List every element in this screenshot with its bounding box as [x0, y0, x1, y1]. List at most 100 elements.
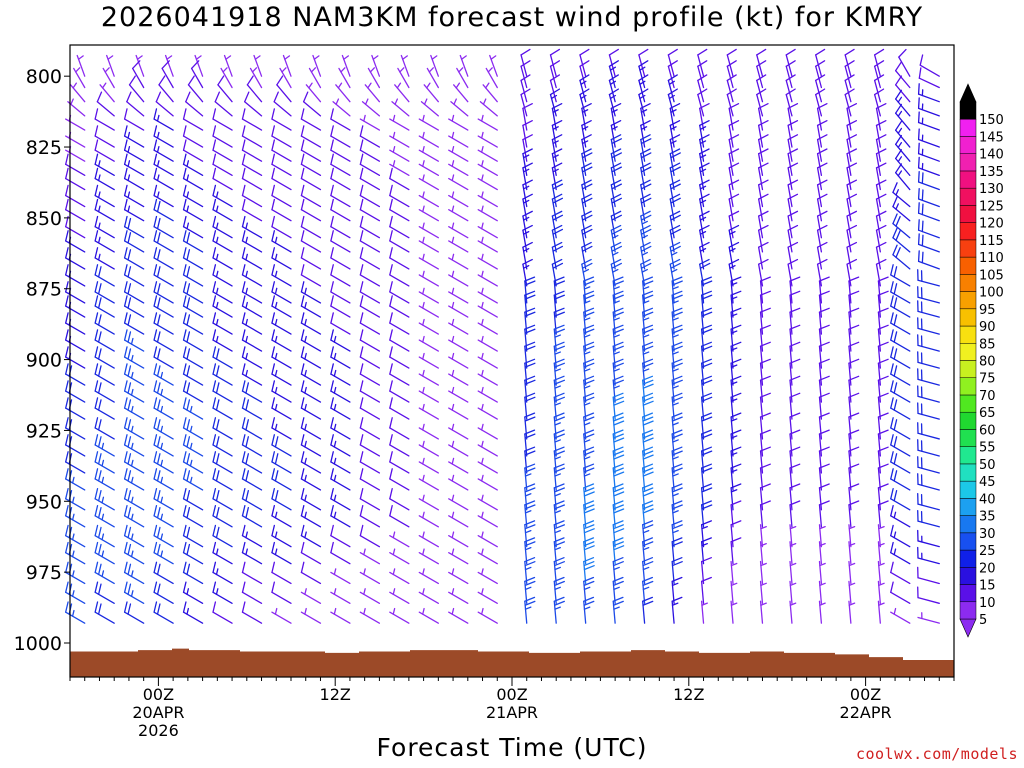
wind-barb — [917, 493, 940, 511]
barb-feather — [389, 504, 393, 517]
barb-half-feather — [481, 174, 484, 182]
wind-barb — [700, 290, 713, 318]
wind-barb — [65, 167, 86, 191]
barb-staff — [759, 362, 764, 386]
barb-half-feather — [166, 55, 173, 60]
wind-barb — [389, 363, 410, 386]
wind-barb — [895, 89, 911, 117]
barb-half-feather — [893, 531, 897, 539]
barb-staff — [459, 54, 469, 77]
wind-barb — [553, 375, 565, 403]
barb-feather — [187, 75, 195, 86]
barb-staff — [846, 198, 852, 222]
barb-feather — [816, 258, 828, 265]
barb-feather — [818, 483, 830, 489]
barb-staff — [757, 153, 764, 177]
barb-feather — [844, 48, 855, 56]
barb-staff — [153, 226, 174, 239]
barb-staff — [123, 274, 145, 287]
barb-feather — [359, 434, 364, 446]
wind-barb — [642, 576, 654, 604]
barb-staff — [300, 118, 322, 131]
wind-barb — [300, 329, 322, 352]
barb-feather — [241, 468, 246, 480]
wind-barb — [642, 520, 654, 548]
barb-feather — [875, 103, 887, 110]
barb-staff — [757, 198, 764, 222]
barb-feather — [389, 434, 393, 446]
barb-feather — [730, 412, 742, 418]
wind-barb — [524, 500, 536, 528]
wind-barb — [522, 103, 533, 131]
barb-staff — [877, 487, 881, 511]
barb-feather — [186, 297, 191, 309]
barb-feather — [182, 264, 187, 276]
wind-barb — [730, 307, 742, 335]
barb-half-feather — [97, 191, 101, 199]
barb-feather — [893, 348, 898, 360]
wind-barb — [895, 134, 911, 162]
wind-barb — [182, 153, 204, 177]
barb-feather — [241, 184, 246, 197]
barb-feather — [153, 561, 158, 574]
wind-barb — [671, 500, 683, 528]
barb-feather — [671, 276, 683, 282]
wind-barb — [551, 103, 563, 131]
wind-barb — [212, 397, 233, 420]
barb-staff — [787, 153, 793, 177]
wind-barb — [875, 193, 887, 222]
barb-staff — [153, 322, 174, 335]
wind-barb — [241, 346, 263, 369]
wind-barb — [418, 607, 439, 624]
wind-barb — [477, 318, 498, 335]
wind-barb — [789, 375, 801, 403]
barb-feather — [553, 541, 565, 547]
barb-staff — [182, 177, 204, 191]
wind-barb — [895, 149, 911, 177]
barb-half-feather — [639, 94, 646, 100]
wind-barb — [700, 392, 713, 420]
barb-feather — [182, 184, 187, 197]
barb-feather — [730, 429, 742, 435]
barb-half-feather — [699, 230, 707, 235]
barb-feather — [212, 397, 217, 409]
barb-feather — [241, 504, 246, 517]
barb-staff — [241, 444, 263, 457]
barb-staff — [917, 181, 940, 191]
barb-half-feather — [458, 67, 464, 73]
barb-staff — [815, 93, 823, 117]
barb-feather — [816, 224, 828, 231]
wind-barb — [759, 341, 771, 369]
barb-half-feather — [304, 369, 307, 377]
barb-feather — [918, 67, 922, 79]
barb-feather — [701, 467, 713, 473]
barb-feather — [893, 283, 898, 295]
barb-half-feather — [195, 55, 202, 60]
barb-half-feather — [878, 542, 885, 547]
barb-staff — [759, 467, 764, 491]
barb-half-feather — [104, 67, 110, 73]
barb-staff — [418, 339, 439, 352]
wind-barb — [241, 295, 263, 318]
barb-feather — [890, 329, 894, 341]
barb-feather — [94, 247, 99, 259]
barb-staff — [699, 107, 705, 131]
barb-staff — [123, 611, 145, 624]
wind-barb — [241, 125, 263, 148]
wind-barb — [448, 607, 469, 624]
barb-feather — [359, 363, 364, 375]
barb-feather — [156, 217, 161, 230]
barb-half-feather — [699, 126, 707, 130]
wind-barb — [182, 504, 204, 528]
barb-feather — [610, 193, 622, 200]
barb-half-feather — [215, 236, 219, 244]
wind-barb — [787, 210, 799, 239]
barb-feather — [330, 417, 334, 429]
barb-feather — [642, 311, 654, 317]
barb-staff — [448, 611, 469, 624]
barb-staff — [477, 209, 498, 222]
wind-barb — [875, 210, 887, 239]
barb-feather — [581, 214, 593, 221]
barb-half-feather — [274, 386, 278, 394]
barb-half-feather — [730, 562, 738, 567]
